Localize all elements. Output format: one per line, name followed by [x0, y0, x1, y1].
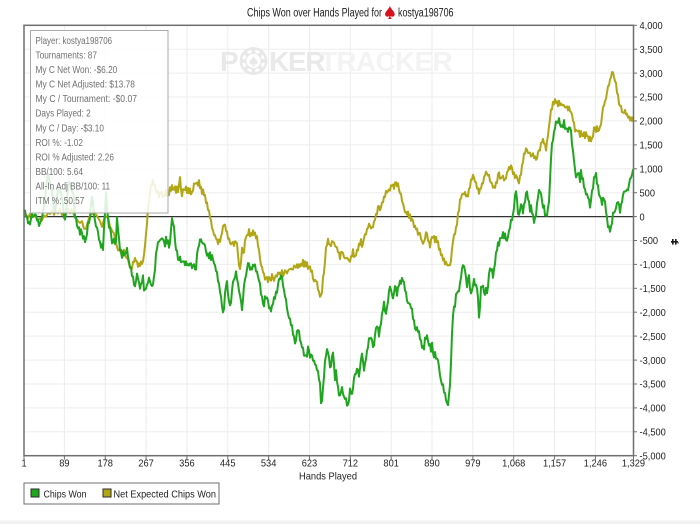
svg-text:89: 89 — [59, 458, 69, 470]
svg-text:801: 801 — [383, 458, 399, 470]
svg-text:-5,000: -5,000 — [640, 450, 666, 462]
svg-text:-3,500: -3,500 — [640, 379, 666, 391]
svg-text:KER: KER — [269, 46, 325, 77]
svg-text:P: P — [220, 46, 239, 77]
svg-text:My C Net Adjusted: $13.78: My C Net Adjusted: $13.78 — [36, 80, 136, 91]
svg-text:My C Net Won: -$6.20: My C Net Won: -$6.20 — [36, 65, 118, 76]
svg-text:2,500: 2,500 — [640, 92, 663, 104]
svg-text:TRACKER: TRACKER — [320, 46, 452, 77]
svg-text:979: 979 — [465, 458, 481, 470]
svg-text:1,500: 1,500 — [640, 140, 663, 152]
svg-text:1,068: 1,068 — [502, 458, 525, 470]
svg-text:-4,000: -4,000 — [640, 403, 666, 415]
svg-text:Player: kostya198706: Player: kostya198706 — [36, 36, 113, 47]
svg-text:Days Played: 2: Days Played: 2 — [36, 109, 92, 120]
svg-text:-2,000: -2,000 — [640, 307, 666, 319]
svg-text:BB/100: 5.64: BB/100: 5.64 — [36, 167, 84, 178]
svg-text:267: 267 — [138, 458, 154, 470]
svg-text:2,000: 2,000 — [640, 116, 663, 128]
svg-text:356: 356 — [179, 458, 195, 470]
svg-text:Hands Played: Hands Played — [299, 471, 357, 483]
svg-text:ITM %: 50.57: ITM %: 50.57 — [36, 196, 85, 207]
svg-text:-1,000: -1,000 — [640, 259, 666, 271]
svg-text:1,157: 1,157 — [543, 458, 566, 470]
svg-text:ROI % Adjusted: 2.26: ROI % Adjusted: 2.26 — [36, 152, 115, 163]
svg-text:Chips Won: Chips Won — [44, 490, 87, 501]
svg-text:178: 178 — [97, 458, 113, 470]
svg-text:1,246: 1,246 — [584, 458, 607, 470]
svg-text:-3,000: -3,000 — [640, 355, 666, 367]
svg-text:My C / Tournament: -$0.07: My C / Tournament: -$0.07 — [36, 94, 138, 105]
svg-text:445: 445 — [220, 458, 236, 470]
svg-text:712: 712 — [343, 458, 359, 470]
svg-text:Net Expected Chips Won: Net Expected Chips Won — [114, 490, 217, 501]
svg-text:534: 534 — [261, 458, 277, 470]
svg-text:My C / Day: -$3.10: My C / Day: -$3.10 — [36, 123, 105, 134]
svg-text:-4,500: -4,500 — [640, 427, 666, 439]
svg-text:All-In Adj BB/100: 11: All-In Adj BB/100: 11 — [36, 182, 111, 193]
svg-text:-1,500: -1,500 — [640, 283, 666, 295]
svg-text:1,329: 1,329 — [622, 458, 645, 470]
svg-text:1,000: 1,000 — [640, 164, 663, 176]
svg-text:3,000: 3,000 — [640, 68, 663, 80]
svg-text:1: 1 — [21, 458, 26, 470]
svg-text:kostya198706: kostya198706 — [398, 8, 454, 20]
svg-text:890: 890 — [424, 458, 440, 470]
svg-text:4,000: 4,000 — [640, 20, 663, 32]
svg-text:0: 0 — [640, 211, 645, 223]
svg-text:3,500: 3,500 — [640, 44, 663, 56]
svg-text:623: 623 — [302, 458, 318, 470]
svg-text:-500: -500 — [640, 235, 659, 247]
svg-text:500: 500 — [640, 187, 656, 199]
svg-text:Chips Won over Hands Played fo: Chips Won over Hands Played for — [247, 8, 382, 20]
svg-text:ROI %: -1.02: ROI %: -1.02 — [36, 138, 84, 149]
svg-text:Tournaments: 87: Tournaments: 87 — [36, 51, 98, 62]
svg-text:-2,500: -2,500 — [640, 331, 666, 343]
